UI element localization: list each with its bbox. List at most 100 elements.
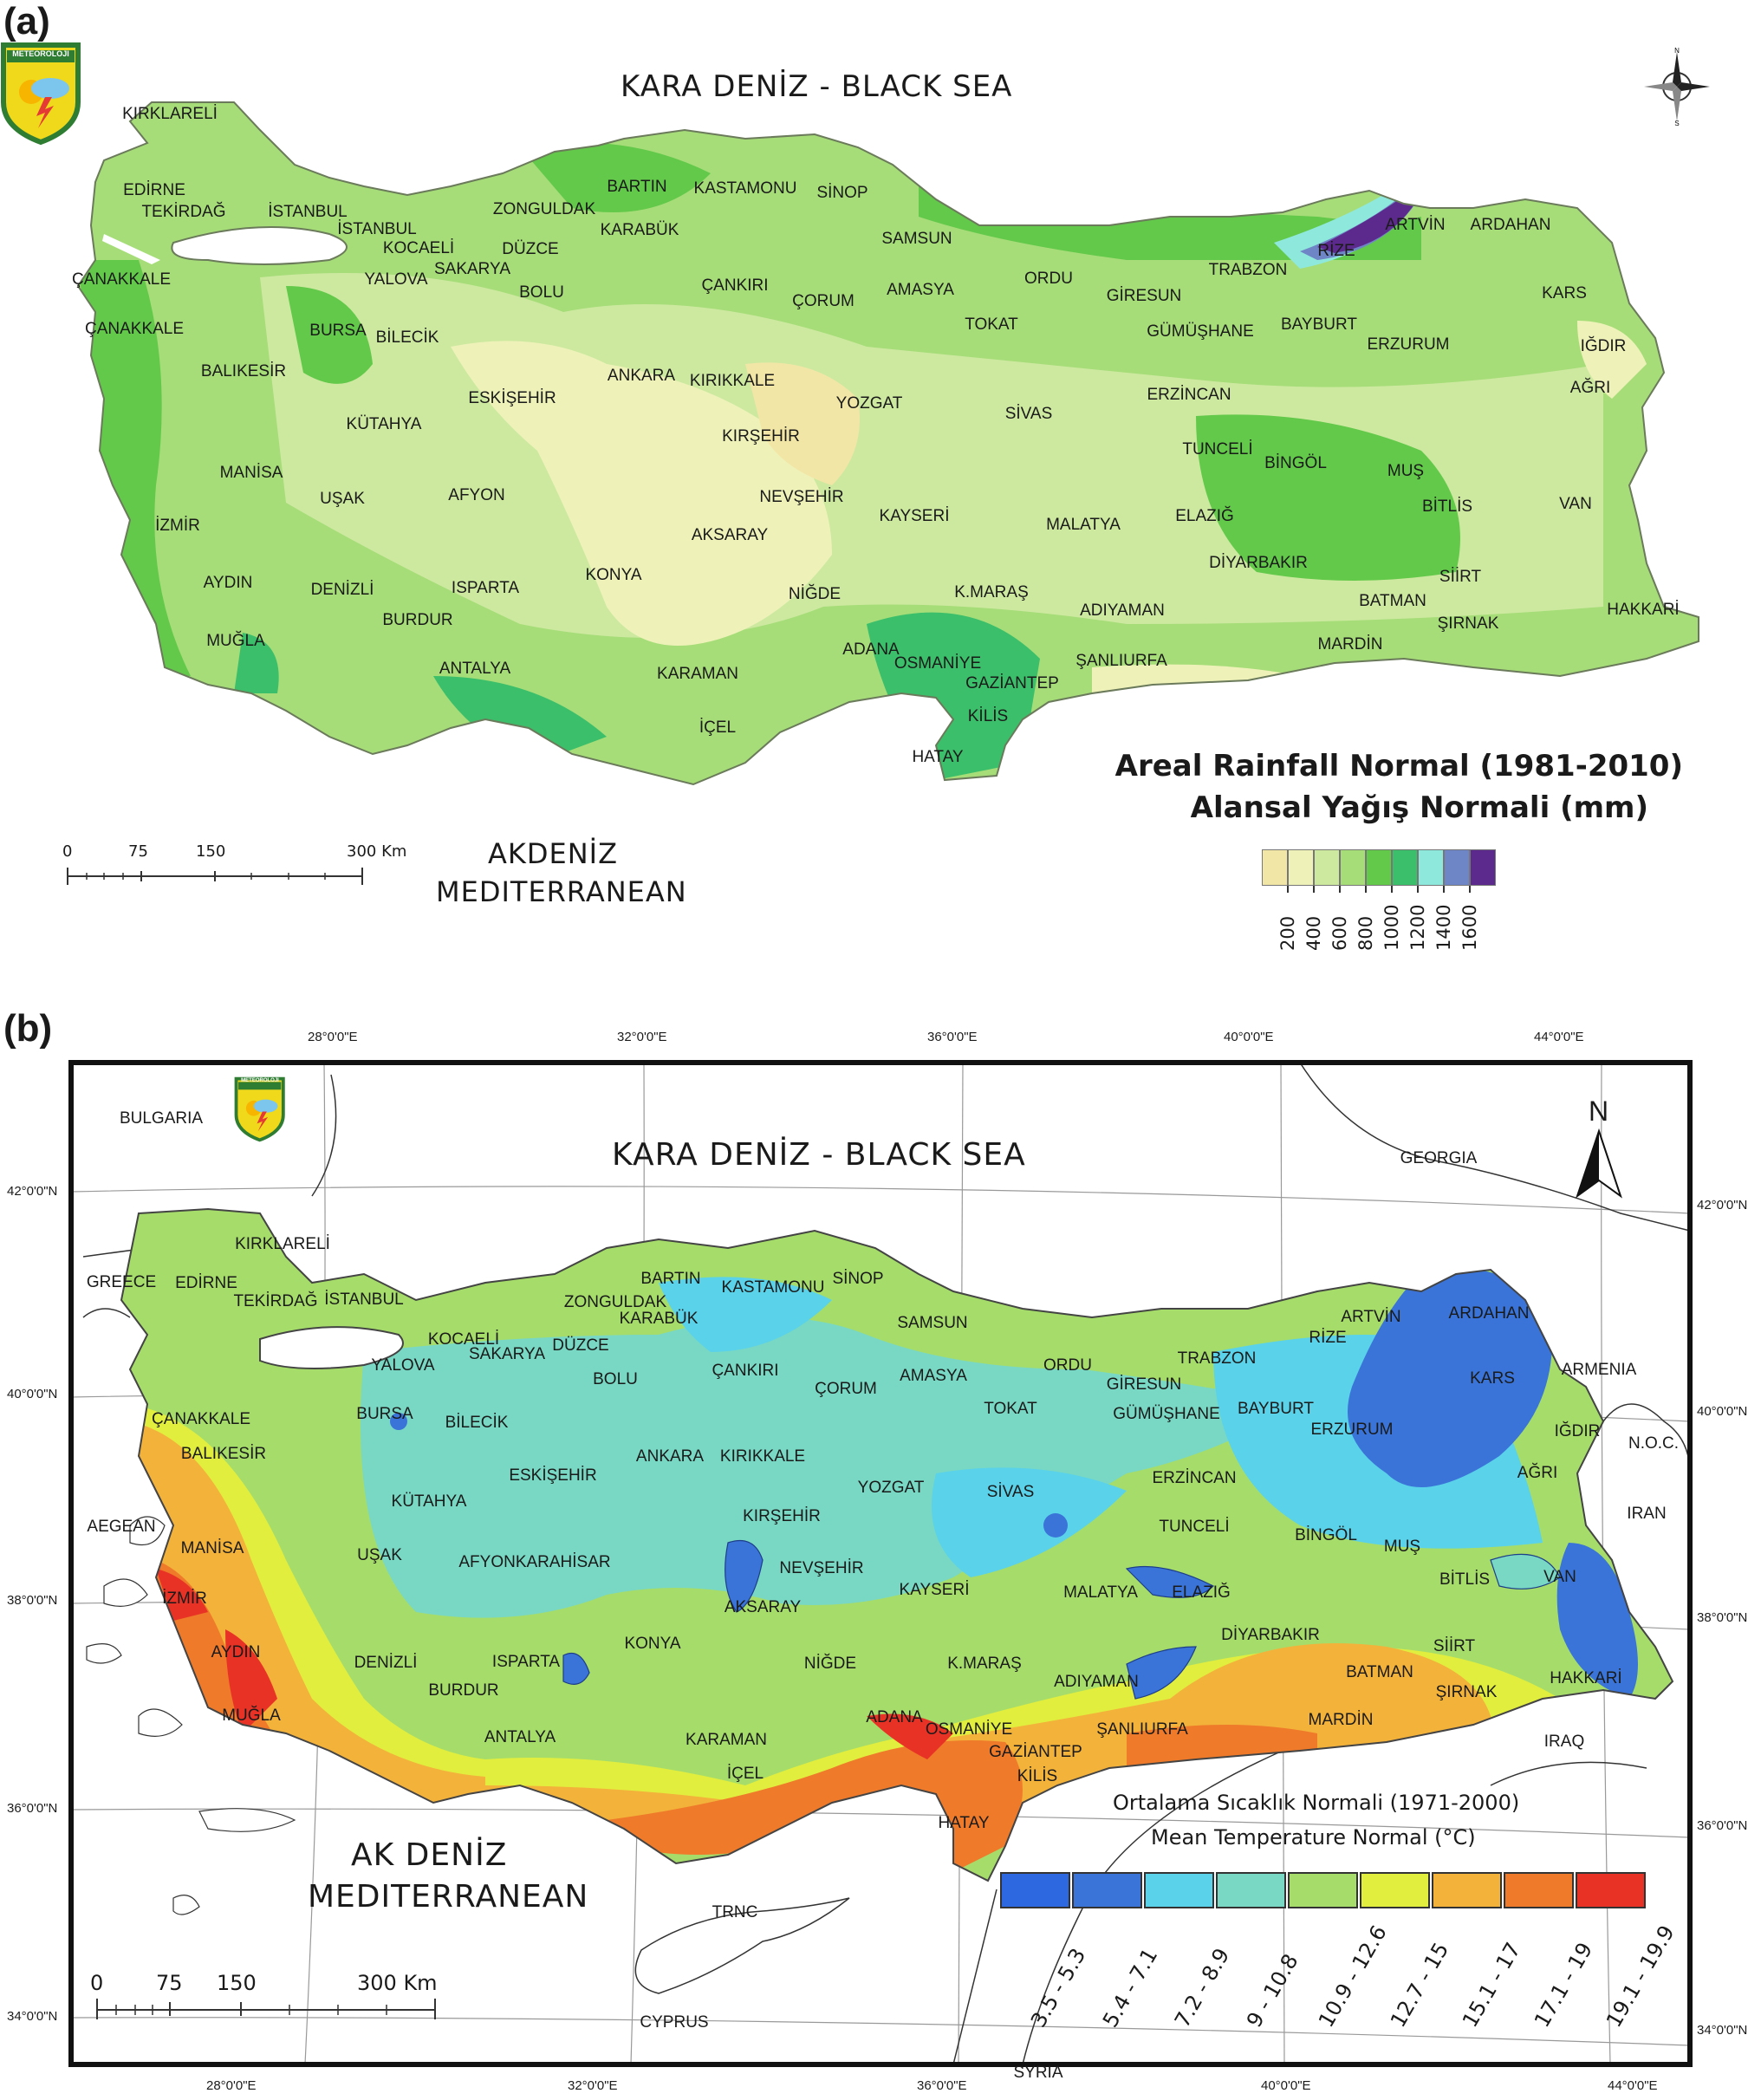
province-label: ÇANAKKALE xyxy=(151,1410,251,1428)
scale-b-label-75: 75 xyxy=(156,1971,183,1995)
legend-subtitle: Alansal Yağış Normali (mm) xyxy=(1190,790,1648,825)
province-label: TEKİRDAĞ xyxy=(141,203,226,221)
province-label: BURDUR xyxy=(382,611,453,629)
province-label: BOLU xyxy=(593,1370,638,1388)
legend-swatch xyxy=(1444,849,1470,886)
province-label: AKSARAY xyxy=(691,526,769,544)
legend-tick xyxy=(1469,886,1471,893)
lat-label-left-34: 34°0'0"N xyxy=(7,2009,58,2024)
province-label: KIRIKKALE xyxy=(719,1447,806,1466)
province-label: KIRIKKALE xyxy=(689,372,776,390)
province-label: MUŞ xyxy=(1383,1538,1421,1556)
province-label: ÇORUM xyxy=(815,1380,877,1398)
province-label: AĞRI xyxy=(1517,1464,1558,1482)
province-label: ŞIRNAK xyxy=(1435,1683,1498,1701)
scale-label-0: 0 xyxy=(62,842,73,861)
country-label: IRAQ xyxy=(1543,1733,1585,1751)
province-label: MARDİN xyxy=(1308,1711,1374,1729)
province-label: ŞANLIURFA xyxy=(1075,652,1167,670)
province-label: KIRKLARELİ xyxy=(122,105,218,123)
legend-tick-label: 1600 xyxy=(1459,904,1480,951)
province-label: ELAZIĞ xyxy=(1175,507,1234,525)
province-label: HAKKARİ xyxy=(1550,1669,1622,1687)
province-label: ANTALYA xyxy=(439,660,511,678)
province-label: BATMAN xyxy=(1346,1663,1413,1681)
country-label: IRAN xyxy=(1627,1505,1667,1523)
legend-swatch-b xyxy=(1432,1872,1502,1908)
province-label: MANİSA xyxy=(180,1539,244,1557)
legend-swatch xyxy=(1470,849,1496,886)
province-label: TUNCELİ xyxy=(1182,440,1253,458)
province-label: KASTAMONU xyxy=(721,1278,825,1297)
province-label: TEKİRDAĞ xyxy=(233,1292,318,1310)
sea-north-label-b: KARA DENİZ - BLACK SEA xyxy=(612,1137,1026,1173)
legend-swatch-b xyxy=(1144,1872,1214,1908)
scale-bar xyxy=(67,868,363,885)
lon-label-bottom-40: 40°0'0"E xyxy=(1261,2078,1311,2093)
legend-tick xyxy=(1443,886,1445,893)
province-label: ERZURUM xyxy=(1310,1421,1394,1439)
svg-text:N: N xyxy=(1674,48,1680,55)
province-label: ADANA xyxy=(866,1708,923,1726)
scale-label-150: 150 xyxy=(196,842,226,861)
sea-south-label-b-2: MEDITERRANEAN xyxy=(308,1879,589,1915)
legend-range-label: 9 - 10.8 xyxy=(1241,1949,1303,2032)
province-label: İÇEL xyxy=(699,718,737,737)
province-label: KİLİS xyxy=(967,707,1009,725)
province-label: İZMİR xyxy=(162,1590,207,1608)
legend-tick xyxy=(1313,886,1315,893)
province-label: AYDIN xyxy=(211,1643,261,1661)
province-label: VAN xyxy=(1543,1568,1576,1586)
province-label: ERZİNCAN xyxy=(1152,1469,1237,1487)
province-label: BİLECİK xyxy=(445,1414,509,1432)
lon-label-top-40: 40°0'0"E xyxy=(1224,1030,1274,1044)
province-label: TOKAT xyxy=(984,1400,1037,1418)
province-label: SAMSUN xyxy=(881,230,952,248)
province-label: DENİZLİ xyxy=(310,581,374,599)
province-label: ARDAHAN xyxy=(1470,216,1551,234)
province-label: KARS xyxy=(1470,1369,1515,1388)
north-arrow-icon xyxy=(1576,1128,1622,1199)
province-label: MALATYA xyxy=(1046,516,1121,534)
province-label: AFYONKARAHİSAR xyxy=(458,1553,611,1571)
legend-tick-label: 600 xyxy=(1329,915,1350,951)
panel-b-label: (b) xyxy=(3,1007,53,1050)
scale-b-label-150: 150 xyxy=(217,1971,257,1995)
province-label: KAYSERİ xyxy=(879,507,950,525)
legend-tick-label: 800 xyxy=(1355,915,1376,951)
province-label: ADANA xyxy=(842,640,900,659)
province-label: TRABZON xyxy=(1177,1349,1257,1368)
province-label: ESKİŞEHİR xyxy=(468,389,556,407)
province-label: KOCAELİ xyxy=(427,1330,500,1349)
province-label: KOCAELİ xyxy=(382,239,455,257)
legend-swatch xyxy=(1340,849,1366,886)
lon-label-top-32: 32°0'0"E xyxy=(617,1030,667,1044)
legend-tick-label: 400 xyxy=(1303,915,1324,951)
legend-range-label: 12.7 - 15 xyxy=(1385,1938,1453,2032)
province-label: DENİZLİ xyxy=(354,1654,418,1672)
legend-swatch-b xyxy=(1072,1872,1142,1908)
province-label: KIRKLARELİ xyxy=(235,1235,330,1253)
province-label: NİĞDE xyxy=(788,585,842,603)
lat-label-left-40: 40°0'0"N xyxy=(7,1387,58,1401)
province-label: ŞIRNAK xyxy=(1437,614,1499,633)
province-label: IĞDIR xyxy=(1580,337,1627,355)
province-label: YALOVA xyxy=(371,1356,435,1375)
province-label: BOLU xyxy=(519,283,564,302)
lat-label-right-40: 40°0'0"N xyxy=(1697,1404,1748,1419)
province-label: GİRESUN xyxy=(1106,1375,1182,1394)
province-label: ZONGULDAK xyxy=(492,200,596,218)
province-label: KIRŞEHİR xyxy=(722,427,800,445)
province-label: KARAMAN xyxy=(657,665,738,683)
province-label: BALIKESİR xyxy=(200,362,287,380)
province-label: K.MARAŞ xyxy=(947,1655,1022,1673)
legend-swatch-b xyxy=(1576,1872,1646,1908)
country-label: AEGEAN xyxy=(87,1518,156,1536)
province-label: OSMANİYE xyxy=(925,1720,1013,1739)
province-label: ADIYAMAN xyxy=(1080,601,1165,620)
province-label: BAYBURT xyxy=(1281,315,1357,334)
lon-label-bottom-32: 32°0'0"E xyxy=(568,2078,618,2093)
province-label: KASTAMONU xyxy=(693,179,797,198)
province-label: ARDAHAN xyxy=(1448,1304,1530,1323)
legend-tick xyxy=(1365,886,1367,893)
